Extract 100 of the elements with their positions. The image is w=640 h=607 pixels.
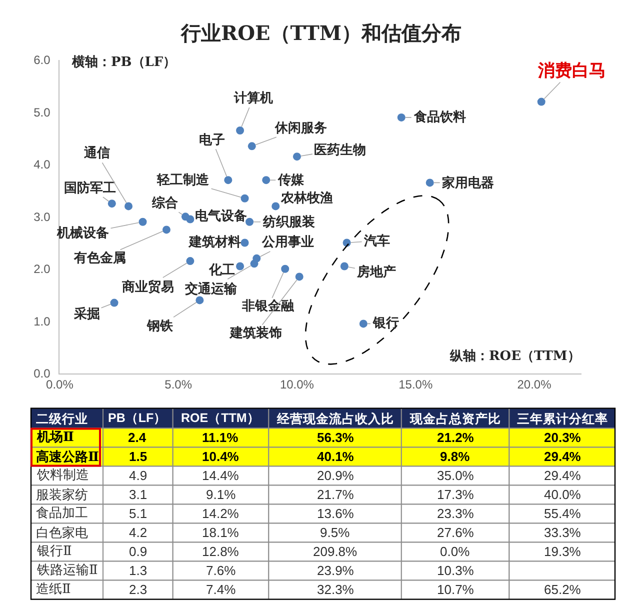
- point: [224, 176, 232, 184]
- point: [292, 152, 301, 161]
- x-tick-label: PB（LF）: [108, 411, 167, 425]
- data-label: 35.0%: [437, 468, 474, 483]
- annotation: 银行: [372, 316, 399, 331]
- data-label: 7.4%: [206, 582, 236, 597]
- data-label: 20.3%: [544, 430, 582, 445]
- annotation: 国防军工: [64, 180, 116, 196]
- data-label: 21.2%: [437, 430, 474, 445]
- annotation: 综合: [151, 195, 178, 211]
- data-label: 29.4%: [544, 449, 582, 464]
- y-tick-label: 1.0: [34, 314, 51, 328]
- data-label: 33.3%: [544, 525, 582, 540]
- y-tick-label: 5.0: [34, 105, 51, 120]
- data-label: 55.4%: [544, 506, 582, 521]
- annotation: 纺织服装: [262, 214, 315, 230]
- data-label: 14.4%: [202, 468, 240, 483]
- point: [240, 194, 249, 202]
- y-tick-label: 饮料制造: [36, 468, 89, 483]
- data-label: 9.1%: [206, 487, 236, 502]
- annotation: 有色金属: [73, 251, 126, 266]
- y-tick-label: 机场Ⅱ: [36, 430, 74, 445]
- data-label: 10.3%: [437, 563, 474, 578]
- data-label: 65.2%: [544, 582, 582, 597]
- annotation: 化工: [208, 263, 235, 278]
- point: [250, 260, 258, 268]
- data-label: 12.8%: [202, 544, 240, 559]
- point: [359, 320, 368, 328]
- annotation: 汽车: [363, 233, 390, 249]
- point: [124, 202, 133, 210]
- annotation: 机械设备: [56, 226, 109, 241]
- annotation: 钢铁: [146, 319, 174, 334]
- data-label: 9.8%: [440, 449, 470, 464]
- annotation: 计算机: [233, 91, 273, 106]
- point: [186, 257, 194, 266]
- annotation: 电气设备: [195, 209, 247, 224]
- x-tick-label: 经营现金流占收入比: [276, 411, 394, 426]
- data-label: 18.1%: [202, 525, 240, 540]
- annotation: 家用电器: [441, 175, 494, 191]
- point: [295, 272, 304, 281]
- point: [262, 176, 270, 184]
- point: [246, 218, 254, 226]
- annotation: 非银金融: [241, 299, 295, 314]
- annotation: 电子: [199, 133, 225, 148]
- y-tick-label: 6.0: [34, 53, 51, 68]
- point: [537, 98, 546, 106]
- chart-title: 行业ROE（TTM）和估值分布: [180, 21, 462, 45]
- annotation: 食品饮料: [413, 110, 466, 125]
- data-label: 0.9: [129, 544, 148, 559]
- y-tick-label: 白色家电: [36, 525, 88, 541]
- y-tick-label: 0.0: [34, 366, 51, 380]
- point: [397, 113, 406, 122]
- y-tick-label: 铁路运输Ⅱ: [36, 563, 98, 578]
- annotation: 通信: [83, 145, 110, 161]
- y-axis-title: 横轴：PB（LF）: [71, 55, 176, 70]
- annotation: 商业贸易: [121, 279, 174, 295]
- point: [272, 202, 280, 210]
- data-label: 17.3%: [437, 487, 474, 502]
- data-label: 1.3: [129, 563, 148, 578]
- data-label: 2.3: [129, 582, 148, 597]
- data-label: 10.7%: [437, 582, 474, 597]
- annotation: 传媒: [277, 173, 305, 188]
- data-label: 10.4%: [202, 449, 240, 464]
- data-label: 14.2%: [202, 506, 240, 521]
- annotation: 交通运输: [184, 281, 238, 297]
- point: [108, 200, 116, 208]
- y-tick-label: 3.0: [34, 210, 51, 224]
- x-tick-label: 20.0%: [517, 378, 552, 392]
- data-label: 209.8%: [313, 544, 358, 559]
- data-label: 13.6%: [317, 506, 354, 521]
- point: [248, 142, 256, 150]
- point: [236, 262, 244, 270]
- point: [340, 262, 348, 270]
- annotation: 农林牧渔: [280, 191, 333, 206]
- x-tick-label: ROE（TTM）: [181, 411, 260, 425]
- x-tick-label: 15.0%: [398, 378, 433, 392]
- data-label: 5.1: [129, 506, 148, 521]
- data-label: 23.3%: [437, 506, 474, 521]
- data-label: 3.1: [129, 487, 148, 502]
- x-tick-label: 现金占总资产比: [409, 411, 501, 426]
- x-axis-title: 纵轴：ROE（TTM）: [449, 349, 580, 364]
- annotation: 轻工制造: [156, 173, 210, 188]
- data-label: 19.3%: [544, 544, 582, 559]
- data-label: 56.3%: [317, 430, 354, 445]
- annotation: 房地产: [356, 264, 396, 280]
- point: [138, 218, 147, 226]
- y-tick-label: 2.0: [34, 262, 51, 276]
- y-tick-label: 高速公路Ⅱ: [36, 449, 99, 465]
- point: [281, 264, 290, 273]
- annotation: 休闲服务: [274, 121, 327, 136]
- data-label: 20.9%: [317, 468, 354, 483]
- x-tick-label: 10.0%: [280, 378, 314, 392]
- x-tick-label: 0.0%: [46, 378, 74, 392]
- data-label: 2.4: [128, 430, 147, 445]
- y-tick-label: 造纸Ⅱ: [36, 582, 71, 597]
- data-label: 4.9: [129, 468, 148, 483]
- annotation: 公用事业: [261, 235, 314, 250]
- data-label: 4.2: [129, 525, 148, 540]
- series-label: 消费白马: [537, 61, 606, 81]
- data-label: 7.6%: [206, 563, 236, 578]
